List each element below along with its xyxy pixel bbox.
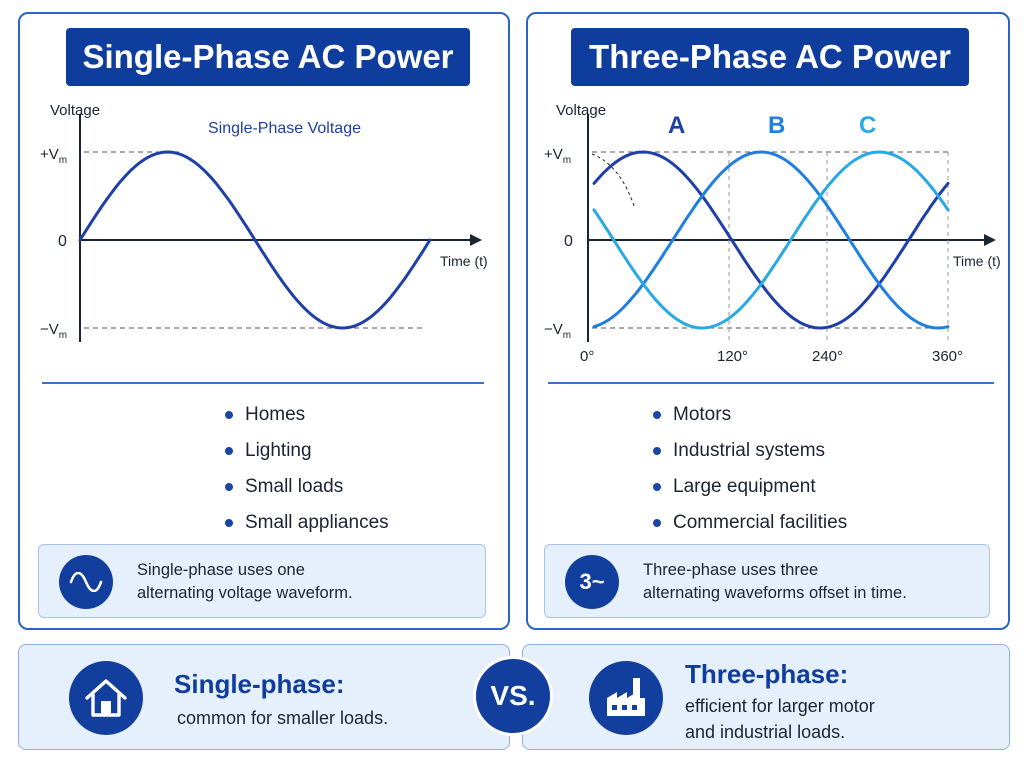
- house-icon: [69, 661, 143, 735]
- three-phase-note-text: Three-phase uses three alternating wavef…: [643, 561, 907, 602]
- single-phase-note: Single-phase uses one alternating voltag…: [38, 544, 486, 618]
- y-tick-max: +Vm: [544, 146, 571, 166]
- x-tick-0: 0°: [580, 348, 594, 365]
- single-phase-uses-list: Homes Lighting Small loads Small applian…: [225, 400, 389, 544]
- three-phase-voltage-chart: Voltage A B C +Vm 0 −Vm Time (t) 0° 120°…: [544, 102, 1001, 365]
- bullet-icon: [653, 411, 661, 419]
- chart-label: Single-Phase Voltage: [208, 120, 361, 137]
- list-item: Small loads: [225, 472, 389, 508]
- bullet-icon: [653, 483, 661, 491]
- list-item: Small appliances: [225, 508, 389, 544]
- x-axis-label: Time (t): [440, 253, 488, 269]
- three-phase-note: 3~ Three-phase uses three alternating wa…: [544, 544, 990, 618]
- phase-b-wave-line: [592, 150, 950, 330]
- phase-label-a: A: [668, 112, 685, 139]
- list-item: Homes: [225, 400, 389, 436]
- phase-c-wave-line: [592, 150, 950, 330]
- x-tick-360: 360°: [932, 348, 963, 365]
- three-phase-panel: Three-Phase AC Power Voltage A B C +Vm 0…: [526, 12, 1010, 630]
- y-tick-zero: 0: [58, 233, 67, 250]
- list-item: Commercial facilities: [653, 508, 847, 544]
- phase-a-lead-in-curve: [591, 153, 635, 207]
- bullet-icon: [653, 447, 661, 455]
- three-phase-uses-list: Motors Industrial systems Large equipmen…: [653, 400, 847, 544]
- three-phase-summary: Three-phase: efficient for larger motor …: [522, 644, 1010, 750]
- x-tick-120: 120°: [717, 348, 748, 365]
- x-axis-arrow-icon: [984, 234, 996, 246]
- single-phase-divider: [42, 382, 484, 384]
- phase-label-b: B: [768, 112, 785, 139]
- bullet-icon: [225, 519, 233, 527]
- y-tick-zero: 0: [564, 233, 573, 250]
- y-axis-label: Voltage: [50, 102, 100, 119]
- vs-badge: VS.: [473, 656, 553, 736]
- three-phase-divider: [548, 382, 994, 384]
- list-item: Industrial systems: [653, 436, 847, 472]
- bullet-icon: [653, 519, 661, 527]
- three-phase-summary-title: Three-phase:: [685, 659, 849, 689]
- list-item: Lighting: [225, 436, 389, 472]
- y-tick-min: −Vm: [544, 321, 571, 341]
- single-phase-panel: Single-Phase AC Power Voltage Single-Pha…: [18, 12, 510, 630]
- bullet-icon: [225, 483, 233, 491]
- y-axis-label: Voltage: [556, 102, 606, 119]
- y-tick-max: +Vm: [40, 146, 67, 166]
- phase-label-c: C: [859, 112, 876, 139]
- list-item: Motors: [653, 400, 847, 436]
- single-phase-summary: Single-phase: common for smaller loads.: [18, 644, 510, 750]
- factory-icon: [589, 661, 663, 735]
- three-phase-symbol-icon: 3~: [565, 555, 619, 609]
- list-item: Large equipment: [653, 472, 847, 508]
- bullet-icon: [225, 447, 233, 455]
- x-axis-arrow-icon: [470, 234, 482, 246]
- x-tick-240: 240°: [812, 348, 843, 365]
- bullet-icon: [225, 411, 233, 419]
- phase-a-wave-line: [592, 150, 950, 330]
- single-phase-summary-title: Single-phase:: [174, 669, 345, 699]
- single-phase-voltage-chart: Voltage Single-Phase Voltage +Vm 0 −Vm T…: [40, 102, 488, 342]
- single-phase-note-text: Single-phase uses one alternating voltag…: [137, 561, 353, 602]
- sine-wave-icon: [59, 555, 113, 609]
- single-phase-title: Single-Phase AC Power: [66, 28, 470, 86]
- single-phase-wave-line: [78, 150, 432, 330]
- three-phase-title: Three-Phase AC Power: [571, 28, 969, 86]
- single-phase-summary-text: common for smaller loads.: [177, 708, 389, 728]
- three-phase-summary-text: efficient for larger motor and industria…: [685, 696, 875, 742]
- y-tick-min: −Vm: [40, 321, 67, 341]
- x-axis-label: Time (t): [953, 253, 1001, 269]
